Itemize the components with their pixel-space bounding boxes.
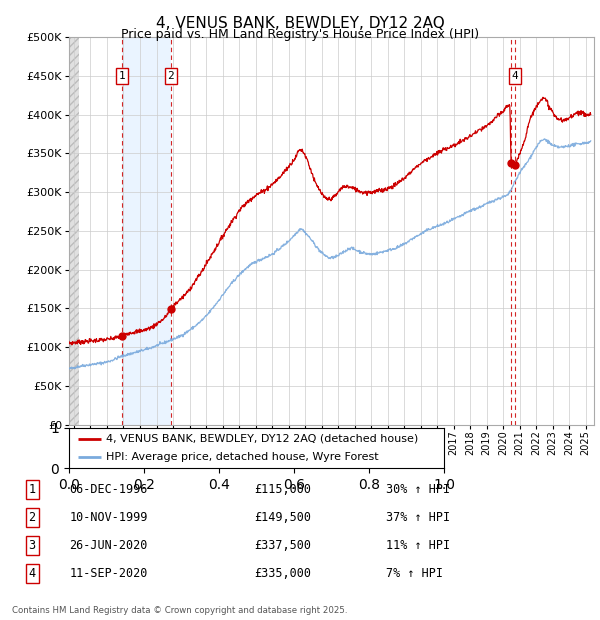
- Text: Contains HM Land Registry data © Crown copyright and database right 2025.: Contains HM Land Registry data © Crown c…: [12, 606, 347, 616]
- Text: 1: 1: [119, 71, 126, 81]
- Text: £335,000: £335,000: [254, 567, 311, 580]
- Text: £149,500: £149,500: [254, 511, 311, 524]
- Text: 7% ↑ HPI: 7% ↑ HPI: [386, 567, 443, 580]
- Text: 11-SEP-2020: 11-SEP-2020: [70, 567, 148, 580]
- Text: 3: 3: [29, 539, 36, 552]
- Text: 2: 2: [167, 71, 174, 81]
- Text: 10-NOV-1999: 10-NOV-1999: [70, 511, 148, 524]
- Text: £337,500: £337,500: [254, 539, 311, 552]
- Bar: [122, 37, 170, 425]
- Text: 2: 2: [29, 511, 36, 524]
- Text: £115,000: £115,000: [254, 483, 311, 496]
- Text: HPI: Average price, detached house, Wyre Forest: HPI: Average price, detached house, Wyre…: [107, 452, 379, 463]
- Text: 26-JUN-2020: 26-JUN-2020: [70, 539, 148, 552]
- Bar: [69, 37, 79, 425]
- Text: 37% ↑ HPI: 37% ↑ HPI: [386, 511, 451, 524]
- Text: 4: 4: [511, 71, 518, 81]
- Text: 4, VENUS BANK, BEWDLEY, DY12 2AQ (detached house): 4, VENUS BANK, BEWDLEY, DY12 2AQ (detach…: [107, 433, 419, 444]
- Text: 06-DEC-1996: 06-DEC-1996: [70, 483, 148, 496]
- Text: Price paid vs. HM Land Registry's House Price Index (HPI): Price paid vs. HM Land Registry's House …: [121, 28, 479, 41]
- Text: 30% ↑ HPI: 30% ↑ HPI: [386, 483, 451, 496]
- Text: 4, VENUS BANK, BEWDLEY, DY12 2AQ: 4, VENUS BANK, BEWDLEY, DY12 2AQ: [155, 16, 445, 30]
- Text: 4: 4: [29, 567, 36, 580]
- Text: 1: 1: [29, 483, 36, 496]
- Text: 11% ↑ HPI: 11% ↑ HPI: [386, 539, 451, 552]
